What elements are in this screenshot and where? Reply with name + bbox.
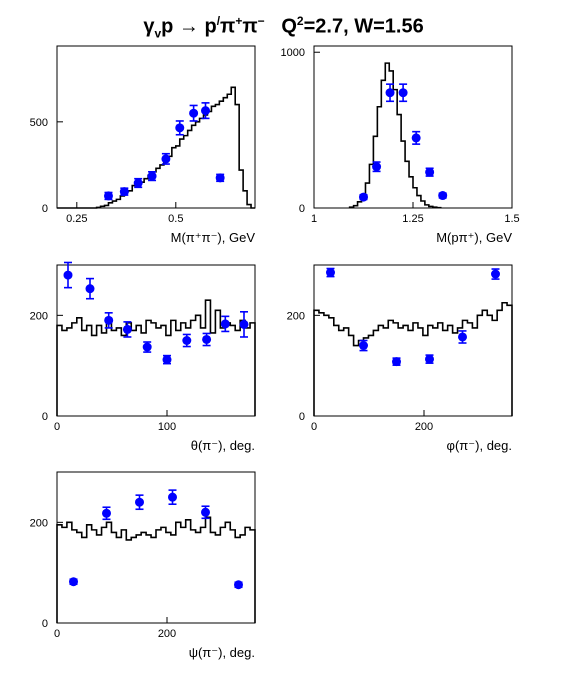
title-v-sub: v <box>154 26 162 41</box>
data-point <box>162 355 172 365</box>
model-histogram <box>56 516 256 623</box>
data-point <box>359 192 368 202</box>
title-pi2: π <box>242 15 258 38</box>
title-gamma: γ <box>143 15 155 38</box>
y-tick-label: 0 <box>299 203 305 215</box>
chart-m-ppi: 1 1.25 1.5 0 1000 M(pπ⁺), GeV <box>281 45 520 245</box>
title-q-value: =2.7, W=1.56 <box>303 15 424 38</box>
data-point <box>220 319 230 329</box>
x-tick-label: 0.5 <box>168 213 183 225</box>
x-tick-label: 0.25 <box>66 213 87 225</box>
model-histogram <box>313 301 513 416</box>
title-arrow: → <box>178 15 199 38</box>
data-point <box>69 577 78 587</box>
x-tick-label: 1.25 <box>402 213 423 225</box>
title-q: Q <box>281 15 297 38</box>
data-point <box>359 341 368 351</box>
y-tick-label: 0 <box>42 411 48 423</box>
data-point <box>119 187 129 197</box>
title-plus: + <box>235 14 243 28</box>
y-tick-label: 200 <box>287 310 305 322</box>
title-p2: p <box>204 15 217 38</box>
data-point <box>63 270 73 280</box>
data-point <box>135 497 144 507</box>
data-point <box>326 268 335 278</box>
data-point <box>392 357 401 367</box>
model-histogram <box>348 62 442 209</box>
data-point <box>239 319 249 329</box>
data-point <box>458 332 467 342</box>
plot-frame <box>56 471 256 624</box>
title-prime: / <box>216 14 221 28</box>
x-tick-label: 0 <box>54 421 60 433</box>
data-point <box>182 336 192 345</box>
data-point <box>103 191 113 201</box>
data-point <box>122 324 132 334</box>
chart-theta-pi: 0 100 0 200 θ(π⁻), deg. <box>30 261 256 453</box>
data-point <box>147 171 157 181</box>
x-axis-label: M(pπ⁺), GeV <box>436 230 512 245</box>
data-point <box>201 106 210 116</box>
data-point <box>175 123 185 133</box>
data-point <box>425 354 434 364</box>
x-tick-label: 200 <box>415 421 433 433</box>
data-point <box>438 191 448 201</box>
data-point <box>491 269 500 279</box>
data-point <box>215 173 225 183</box>
data-point <box>202 334 212 344</box>
chart-phi-pi: 0 200 0 200 φ(π⁻), deg. <box>287 264 513 453</box>
data-point <box>168 492 177 502</box>
title-p: p <box>161 15 174 38</box>
data-point <box>104 315 114 325</box>
data-point <box>411 133 421 143</box>
y-tick-label: 500 <box>30 117 48 129</box>
x-axis-label: M(π⁺π⁻), GeV <box>171 230 256 245</box>
title-pi: π <box>220 15 236 38</box>
y-tick-label: 0 <box>42 203 48 215</box>
data-point <box>161 154 171 164</box>
chart-psi-pi: 0 200 0 200 ψ(π⁻), deg. <box>30 471 256 660</box>
plot-frame <box>56 45 256 209</box>
data-point <box>372 162 382 172</box>
data-point <box>142 342 152 352</box>
data-point <box>398 88 408 98</box>
x-axis-label: θ(π⁻), deg. <box>191 438 255 453</box>
plot-frame <box>313 264 513 417</box>
data-point <box>102 508 111 518</box>
y-tick-label: 0 <box>299 411 305 423</box>
y-tick-label: 200 <box>30 310 48 322</box>
y-tick-label: 200 <box>30 517 48 529</box>
y-tick-label: 0 <box>42 618 48 630</box>
model-histogram <box>57 86 255 209</box>
chart-m-pipi: 0.25 0.5 0 500 M(π⁺π⁻), GeV <box>30 45 256 245</box>
title-minus: − <box>257 14 265 28</box>
model-histogram <box>56 299 256 416</box>
x-tick-label: 100 <box>158 421 176 433</box>
x-axis-label: ψ(π⁻), deg. <box>189 645 255 660</box>
x-axis-label: φ(π⁻), deg. <box>447 438 512 453</box>
y-tick-label: 1000 <box>281 47 305 59</box>
x-tick-label: 1 <box>311 213 317 225</box>
data-point <box>425 167 435 177</box>
figure-title: γvp → p/π+π− Q2=2.7, W=1.56 <box>0 14 567 41</box>
data-point <box>189 108 199 118</box>
data-point <box>133 178 143 188</box>
x-tick-label: 0 <box>311 421 317 433</box>
x-tick-label: 200 <box>158 628 176 640</box>
data-point <box>85 284 95 294</box>
data-point <box>201 507 210 517</box>
x-tick-label: 1.5 <box>504 213 519 225</box>
x-tick-label: 0 <box>54 628 60 640</box>
title-q-exp: 2 <box>296 14 304 28</box>
data-point <box>385 88 395 98</box>
data-point <box>234 580 243 590</box>
